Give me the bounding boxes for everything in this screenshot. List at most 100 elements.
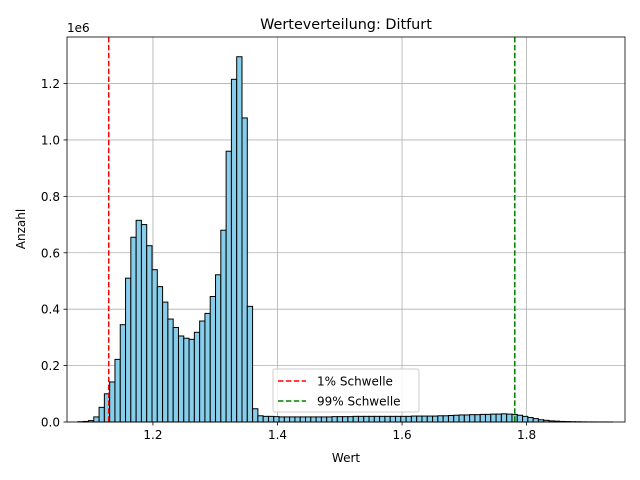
histogram-bar (209, 295, 217, 423)
histogram-bar (151, 269, 158, 423)
legend-label: 99% Schwelle (317, 395, 401, 409)
histogram-bar (140, 224, 148, 423)
y-tick-label: 0.6 (41, 246, 60, 260)
y-tick-label: 0.4 (41, 303, 60, 317)
histogram-bar (109, 381, 116, 423)
histogram-bar (230, 78, 238, 423)
histogram-bar (188, 338, 195, 423)
histogram-bar (183, 337, 190, 423)
histogram-bar (199, 320, 206, 423)
histogram-bar (162, 301, 169, 423)
histogram-bar (437, 415, 444, 423)
grid (67, 37, 625, 423)
histogram-bar (172, 327, 179, 423)
histogram-bar (357, 415, 365, 423)
histogram-bar (410, 415, 418, 423)
histogram-bar (516, 414, 524, 423)
x-axis-ticks: 1.2 1.4 1.6 1.8 (143, 422, 536, 442)
histogram-bar (463, 414, 471, 423)
chart-title: Werteverteilung: Ditfurt (260, 17, 432, 33)
histogram-bar (278, 416, 285, 423)
histogram-bar (310, 416, 317, 423)
y-tick-label: 0.0 (41, 416, 60, 430)
histogram-bar (246, 305, 254, 423)
histogram-bar (326, 416, 333, 423)
histogram-bar (389, 415, 397, 423)
legend-box (272, 368, 420, 413)
histogram-bar (125, 277, 132, 423)
histogram-bar (331, 416, 338, 423)
histogram-bar (400, 415, 407, 423)
histogram-bar (315, 416, 322, 423)
histogram-bar (294, 416, 301, 423)
histogram-bar (479, 413, 487, 423)
histogram-bar (352, 415, 359, 423)
histogram-bar (146, 245, 153, 423)
histogram-bar (373, 415, 381, 423)
histogram-bar (289, 416, 296, 423)
histogram-bar (485, 413, 492, 423)
histogram-bar (405, 415, 412, 423)
histogram-bar (453, 414, 460, 423)
histogram-bar (368, 415, 375, 423)
histogram-bar (283, 416, 291, 423)
histogram-bar (236, 56, 243, 423)
legend: 1% Schwelle 99% Schwelle (272, 368, 420, 413)
histogram-bar (442, 415, 449, 423)
histogram-bar (299, 416, 307, 423)
histogram-bar (320, 416, 328, 423)
x-tick-label: 1.4 (268, 428, 287, 442)
histogram-bar (305, 416, 312, 423)
histogram-bar (426, 415, 434, 423)
histogram-bar (506, 413, 513, 423)
histogram-bar (347, 416, 354, 423)
histogram-bar (98, 406, 105, 423)
histogram-bar (336, 416, 344, 423)
histogram-bar (474, 414, 481, 423)
histogram-bar (252, 408, 259, 423)
y-tick-label: 0.2 (41, 359, 60, 373)
histogram-bar (458, 414, 465, 423)
histogram-bar (135, 219, 142, 423)
histogram-bar (177, 335, 185, 423)
histogram-bar (447, 415, 455, 423)
y-axis-label: Anzahl (14, 209, 28, 249)
histogram-bar (225, 150, 232, 423)
y-offset-label: 1e6 (67, 21, 90, 35)
histogram-bar (395, 415, 402, 423)
histogram-bar (273, 416, 280, 423)
histogram-bar (93, 416, 100, 423)
histogram-bar (363, 415, 370, 423)
histogram-bar (522, 415, 529, 423)
y-tick-label: 1.2 (41, 77, 60, 91)
histogram-bar (495, 413, 502, 423)
histogram-bar (262, 415, 269, 423)
histogram-bar (114, 358, 121, 423)
y-tick-label: 1.0 (41, 133, 60, 147)
histogram-bar (241, 117, 248, 423)
histogram-bar (490, 413, 497, 423)
histogram-bar (156, 286, 164, 423)
histogram-bar (193, 331, 201, 423)
histogram-bar (500, 413, 508, 423)
threshold-lines (107, 37, 516, 422)
histogram-bar (379, 415, 386, 423)
histogram-bar (167, 318, 174, 423)
histogram-bar (416, 415, 423, 423)
histogram-bar (469, 414, 476, 423)
y-axis-ticks: 0.0 0.2 0.4 0.6 0.8 1.0 1.2 (41, 77, 67, 430)
histogram-bar (432, 415, 439, 423)
legend-label: 1% Schwelle (317, 375, 393, 389)
histogram-bar (204, 312, 211, 423)
x-tick-label: 1.8 (517, 428, 536, 442)
histogram-bar (215, 274, 222, 423)
histogram-bar (527, 416, 534, 423)
histogram-bar (119, 324, 127, 423)
histogram-bar (130, 236, 137, 423)
histogram-bar (384, 415, 391, 423)
plot-frame (66, 36, 626, 423)
histogram-bar (220, 229, 227, 423)
y-tick-label: 0.8 (41, 190, 60, 204)
histogram-bar (421, 415, 428, 423)
